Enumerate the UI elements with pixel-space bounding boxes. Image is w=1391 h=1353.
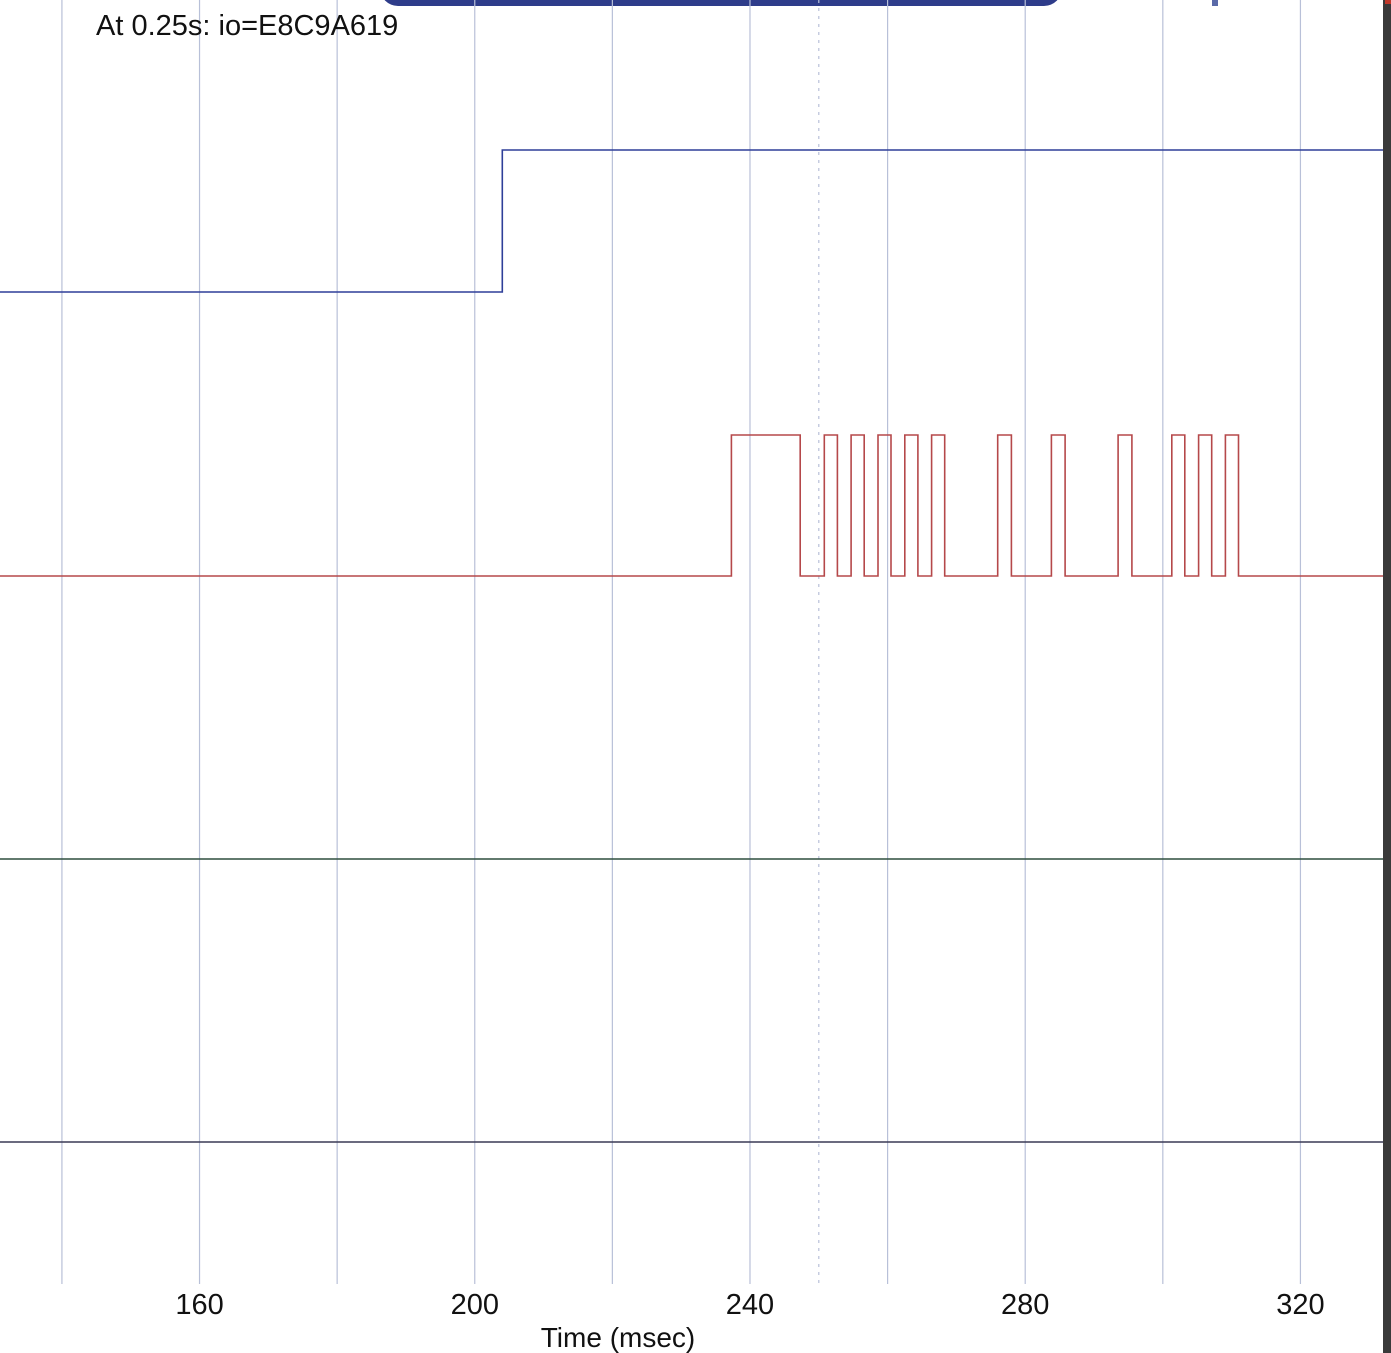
x-axis-label: Time (msec) [540, 1322, 696, 1353]
window-tab-edge [380, 0, 1062, 6]
tick-labels: 160 200 240 280 320 [175, 1289, 1324, 1321]
trace-layer [0, 149, 1383, 1143]
grid-layer [61, 0, 1302, 1284]
x-tick-label: 200 [451, 1289, 499, 1321]
x-tick-label: 320 [1276, 1289, 1324, 1321]
x-tick-label: 240 [726, 1289, 774, 1321]
window-border-accent [1385, 0, 1391, 4]
cursor-readout: At 0.25s: io=E8C9A619 [96, 10, 399, 42]
signal-trace-2 [0, 434, 1383, 577]
window-border [1383, 0, 1391, 1353]
signal-trace-1 [0, 149, 1383, 293]
x-tick-label: 160 [175, 1289, 223, 1321]
x-tick-label: 280 [1001, 1289, 1049, 1321]
corner-marker [1212, 0, 1218, 6]
